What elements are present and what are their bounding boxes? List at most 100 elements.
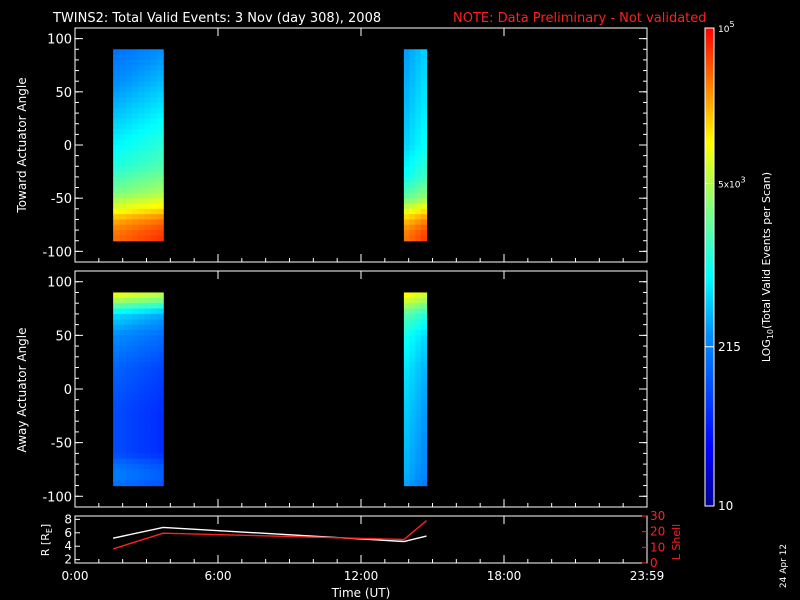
heatmap-cell	[138, 421, 146, 428]
heatmap-cell	[138, 219, 146, 226]
heatmap-cell	[409, 49, 416, 56]
heatmap-cell	[403, 123, 411, 130]
heatmap-cell	[144, 134, 152, 141]
series-l-shell	[112, 520, 427, 550]
heatmap-cell	[113, 171, 120, 178]
heatmap-cell	[415, 134, 422, 141]
heatmap-cell	[138, 303, 146, 310]
heatmap-cell	[156, 474, 164, 481]
heatmap-cell	[125, 335, 133, 342]
heatmap-cell	[138, 394, 146, 401]
heatmap-cell	[409, 313, 416, 320]
heatmap-cell	[409, 107, 416, 114]
heatmap-cell	[156, 405, 164, 412]
heatmap-cell	[420, 219, 428, 226]
heatmap-cell	[113, 405, 120, 412]
heatmap-cell	[138, 405, 146, 412]
heatmap-cell	[131, 453, 139, 460]
heatmap-cell	[131, 187, 139, 194]
heatmap-cell	[403, 340, 411, 347]
heatmap-cell	[131, 383, 139, 390]
heatmap-cell	[403, 219, 411, 226]
heatmap-cell	[403, 65, 411, 72]
heatmap-cell	[144, 474, 152, 481]
heatmap-cell	[119, 415, 127, 422]
heatmap-cell	[420, 145, 428, 151]
heatmap-cell	[113, 319, 120, 326]
heatmap-cell	[131, 313, 139, 320]
heatmap-cell	[403, 139, 411, 146]
heatmap-cell	[125, 389, 133, 395]
heatmap-cell	[138, 469, 146, 476]
heatmap-cell	[113, 431, 120, 438]
colorbar-tick-label: 215	[718, 340, 741, 354]
heatmap-cell	[415, 480, 422, 487]
heatmap-cell	[420, 59, 428, 66]
heatmap-cell	[131, 166, 139, 173]
heatmap-cell	[409, 198, 416, 205]
heatmap-cell	[119, 118, 127, 125]
heatmap-cell	[150, 70, 158, 77]
heatmap-cell	[144, 54, 152, 61]
heatmap-cell	[156, 362, 164, 369]
heatmap-cell	[119, 437, 127, 444]
heatmap-cell	[144, 330, 152, 336]
heatmap-cell	[150, 49, 158, 56]
heatmap-cell	[125, 107, 133, 114]
heatmap-cell	[138, 49, 146, 56]
heatmap-cell	[409, 297, 416, 304]
heatmap-cell	[409, 230, 416, 237]
heatmap-cell	[125, 421, 133, 428]
heatmap-cell	[156, 86, 164, 93]
heatmap-cell	[125, 394, 133, 401]
heatmap-cell	[144, 346, 152, 353]
heatmap-cell	[144, 118, 152, 125]
heatmap-cell	[415, 187, 422, 194]
heatmap-cell	[420, 182, 428, 189]
heatmap-cell	[409, 129, 416, 135]
heatmap-cell	[420, 410, 428, 417]
heatmap-cell	[113, 102, 120, 109]
heatmap-cell	[156, 378, 164, 385]
heatmap-cell	[156, 113, 164, 120]
heatmap-cell	[409, 405, 416, 412]
heatmap-cell	[144, 75, 152, 82]
heatmap-cell	[409, 480, 416, 487]
heatmap-cell	[144, 303, 152, 310]
heatmap-cell	[119, 362, 127, 369]
heatmap-cell	[415, 346, 422, 353]
heatmap-cell	[156, 129, 164, 135]
heatmap-cell	[125, 383, 133, 390]
heatmap-cell	[138, 389, 146, 395]
heatmap-cell	[420, 421, 428, 428]
heatmap-cell	[125, 182, 133, 189]
heatmap-cell	[131, 219, 139, 226]
heatmap-cell	[415, 192, 422, 199]
heatmap-cell	[113, 54, 120, 61]
heatmap-cell	[131, 81, 139, 88]
heatmap-cell	[138, 464, 146, 471]
heatmap-cell	[119, 97, 127, 104]
heatmap-cell	[113, 292, 120, 299]
heatmap-cell	[144, 214, 152, 221]
heatmap-cell	[131, 75, 139, 82]
heatmap-cell	[150, 192, 158, 199]
heatmap-cell	[138, 319, 146, 326]
heatmap-cell	[125, 469, 133, 476]
heatmap-cell	[113, 219, 120, 226]
heatmap-cell	[415, 230, 422, 237]
heatmap-cell	[138, 70, 146, 77]
heatmap-cell	[125, 160, 133, 167]
heatmap-cell	[144, 192, 152, 199]
heatmap-cell	[415, 394, 422, 401]
heatmap-cell	[420, 70, 428, 77]
heatmap-cell	[156, 118, 164, 125]
heatmap-cell	[131, 54, 139, 61]
panel-toward: 100 50 0 -50 -100 Toward Actuator Angle	[15, 27, 648, 263]
heatmap-cell	[144, 415, 152, 422]
heatmap-cell	[150, 176, 158, 183]
heatmap-cell	[119, 49, 127, 56]
heatmap-cell	[138, 308, 146, 315]
heatmap-cell	[119, 399, 127, 406]
heatmap-cell	[403, 224, 411, 231]
